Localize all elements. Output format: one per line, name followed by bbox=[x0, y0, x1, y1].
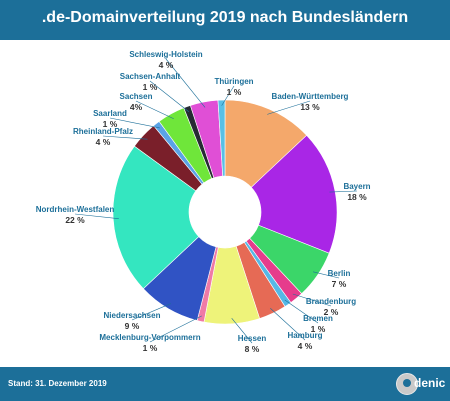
slice-label: Baden-Württemberg bbox=[272, 92, 349, 101]
leader-line bbox=[149, 315, 202, 343]
slice-label: Nordrhein-Westfalen bbox=[36, 205, 115, 214]
leader-line bbox=[292, 293, 332, 307]
leader-line bbox=[284, 299, 319, 324]
slice-value-label: 8 % bbox=[245, 344, 260, 354]
slice-value-label: 4 % bbox=[159, 60, 174, 70]
leader-line bbox=[267, 100, 311, 115]
slice-label: Sachsen bbox=[120, 92, 153, 101]
logo-text: denic bbox=[414, 376, 446, 390]
title-bar: .de-Domainverteilung 2019 nach Bundeslän… bbox=[0, 0, 450, 40]
slice-label: Rheinland-Pfalz bbox=[73, 127, 133, 136]
slice-baden-w-rttemberg bbox=[224, 99, 308, 188]
leader-line bbox=[102, 135, 148, 140]
chart-title: .de-Domainverteilung 2019 nach Bundeslän… bbox=[41, 9, 409, 26]
leader-line bbox=[74, 213, 119, 219]
leader-line bbox=[270, 308, 306, 341]
slice-label: Bremen bbox=[303, 314, 333, 323]
slice-label: Saarland bbox=[93, 109, 127, 118]
leader-line bbox=[221, 85, 235, 106]
slice-value-label: 7 % bbox=[332, 279, 347, 289]
footer-bar: Stand: 31. Dezember 2019 denic bbox=[0, 367, 450, 401]
slice-value-label: 13 % bbox=[300, 102, 320, 112]
footer-date: Stand: 31. Dezember 2019 bbox=[8, 379, 107, 388]
donut-slices bbox=[112, 99, 338, 325]
slice-label: Sachsen-Anhalt bbox=[120, 72, 181, 81]
leader-lines bbox=[74, 58, 358, 344]
slice-bayern bbox=[250, 134, 338, 254]
slice-label: Niedersachsen bbox=[104, 311, 161, 320]
slice-value-label: 18 % bbox=[347, 192, 367, 202]
leader-line bbox=[312, 271, 340, 279]
leader-line bbox=[165, 58, 206, 108]
denic-logo: denic bbox=[396, 373, 446, 395]
slice-value-label: 1 % bbox=[143, 82, 158, 92]
slice-label: Hessen bbox=[238, 334, 267, 343]
leader-line bbox=[231, 317, 253, 344]
slice-value-label: 1 % bbox=[143, 343, 158, 353]
slice-label: Brandenburg bbox=[306, 297, 356, 306]
slice-value-label: 1 % bbox=[227, 87, 242, 97]
slice-value-label: 1 % bbox=[311, 324, 326, 334]
slice-label: Bayern bbox=[343, 182, 370, 191]
slice-value-label: 4% bbox=[130, 102, 143, 112]
slice-value-label: 4 % bbox=[298, 341, 313, 351]
slice-nordrhein-westfalen bbox=[112, 145, 200, 290]
slice-label: Thüringen bbox=[214, 77, 253, 86]
slice-label: Mecklenburg-Vorpommern bbox=[99, 333, 200, 342]
leader-line bbox=[135, 100, 174, 120]
leader-line bbox=[131, 303, 171, 321]
slice-label: Hamburg bbox=[287, 331, 322, 340]
leader-line bbox=[109, 117, 160, 129]
logo-circle-icon bbox=[396, 373, 418, 395]
slice-value-label: 9 % bbox=[125, 321, 140, 331]
logo-dot-icon bbox=[403, 379, 411, 387]
leader-line bbox=[329, 190, 358, 193]
slice-value-label: 1 % bbox=[103, 119, 118, 129]
slice-value-label: 22 % bbox=[65, 215, 85, 225]
slice-value-label: 4 % bbox=[96, 137, 111, 147]
leader-line bbox=[149, 80, 190, 113]
slice-label: Schleswig-Holstein bbox=[129, 50, 202, 59]
slice-label: Berlin bbox=[328, 269, 351, 278]
slice-th-ringen bbox=[217, 99, 226, 177]
slice-value-label: 2 % bbox=[324, 307, 339, 317]
